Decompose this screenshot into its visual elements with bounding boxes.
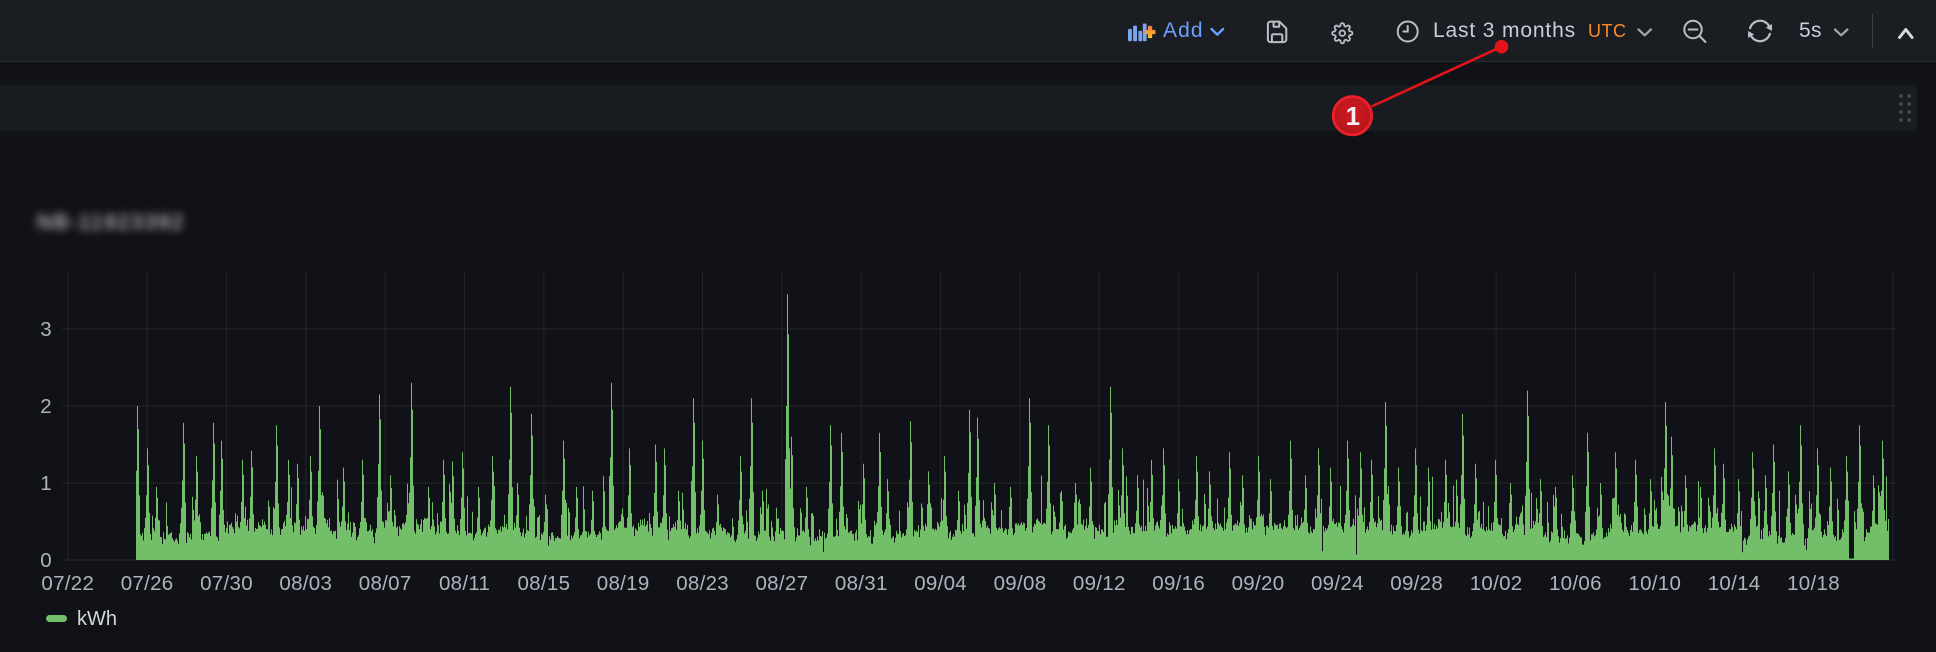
svg-text:10/18: 10/18: [1787, 572, 1840, 595]
svg-text:08/07: 08/07: [359, 572, 412, 595]
svg-text:10/06: 10/06: [1549, 572, 1602, 595]
svg-text:08/27: 08/27: [755, 572, 808, 595]
svg-text:07/22: 07/22: [41, 572, 94, 595]
svg-text:09/08: 09/08: [994, 572, 1047, 595]
svg-text:08/19: 08/19: [597, 572, 650, 595]
svg-text:10/14: 10/14: [1708, 572, 1761, 595]
svg-text:09/12: 09/12: [1073, 572, 1126, 595]
svg-text:1: 1: [40, 472, 52, 495]
svg-text:kWh: kWh: [77, 608, 117, 630]
svg-text:09/04: 09/04: [914, 572, 967, 595]
svg-text:09/24: 09/24: [1311, 572, 1364, 595]
svg-text:2: 2: [40, 395, 52, 418]
svg-text:08/03: 08/03: [279, 572, 332, 595]
svg-text:09/28: 09/28: [1390, 572, 1443, 595]
svg-text:08/15: 08/15: [517, 572, 570, 595]
svg-text:3: 3: [40, 318, 52, 341]
svg-text:0: 0: [40, 549, 52, 572]
svg-text:08/11: 08/11: [439, 572, 490, 595]
svg-text:08/31: 08/31: [835, 572, 888, 595]
svg-text:07/30: 07/30: [200, 572, 253, 595]
svg-text:10/02: 10/02: [1470, 572, 1523, 595]
svg-text:09/20: 09/20: [1232, 572, 1285, 595]
svg-text:08/23: 08/23: [676, 572, 729, 595]
svg-text:09/16: 09/16: [1152, 572, 1205, 595]
svg-text:10/10: 10/10: [1628, 572, 1681, 595]
svg-text:1: 1: [1346, 101, 1360, 131]
svg-text:07/26: 07/26: [121, 572, 174, 595]
